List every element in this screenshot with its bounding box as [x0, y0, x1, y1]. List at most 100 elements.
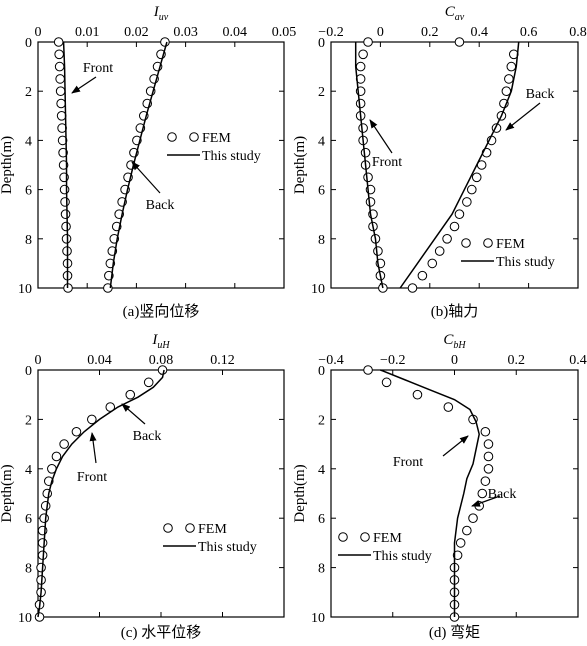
fem-marker [125, 389, 136, 400]
fem-marker [40, 501, 51, 511]
y-tick-label: 6 [318, 512, 325, 527]
y-axis-label: Depth(m) [292, 136, 308, 194]
fem-marker [452, 550, 463, 561]
this-study-line [62, 41, 69, 288]
this-study-line [399, 41, 520, 289]
fem-marker [58, 160, 69, 170]
y-tick-label: 10 [18, 282, 32, 297]
legend-fem-label: FEM [373, 531, 402, 546]
fem-marker [412, 389, 423, 400]
chart-panel-1: 0 0.01 0.02 0.03 0.04 0.05 0 2 4 6 8 10 Iuv Depth(m) (… [0, 4, 296, 320]
fem-marker [407, 283, 418, 293]
fem-marker [455, 538, 466, 548]
y-tick-label: 6 [25, 512, 32, 527]
legend-study-label: This study [373, 549, 432, 564]
this-study-line [354, 42, 384, 289]
chart-panel-4: −0.4 −0.2 0 0.2 0.4 0 2 4 6 8 10 CbH Depth(m) (d) 弯矩 F… [292, 332, 587, 641]
legend-study-label: This study [198, 540, 257, 555]
annotation-front: Front [393, 455, 423, 470]
y-axis-label: Depth(m) [0, 464, 15, 522]
fem-marker [355, 98, 366, 109]
fem-marker [36, 562, 46, 573]
x-axis-label: IuH [151, 332, 170, 351]
y-tick-label: 4 [25, 134, 32, 149]
y-tick-label: 8 [25, 233, 32, 248]
y-tick-label: 4 [318, 463, 325, 478]
annotation-front: Front [83, 61, 113, 76]
x-tick-label: −0.2 [380, 353, 405, 368]
legend-fem-label: FEM [202, 131, 231, 146]
fem-marker [51, 451, 62, 462]
x-tick-label: 0.04 [87, 353, 112, 368]
annotation-front: Front [372, 155, 402, 170]
legend-fem-marker [483, 238, 493, 248]
fem-marker [61, 234, 72, 244]
x-tick-label: 0.04 [223, 25, 248, 40]
y-tick-label: 6 [25, 184, 32, 199]
annotation-arrow [71, 76, 97, 94]
y-tick-label: 4 [318, 134, 325, 149]
annotation-arrow [121, 403, 146, 425]
x-tick-label: 0.12 [210, 353, 235, 368]
annotation-arrow [442, 435, 469, 457]
fem-marker [157, 365, 168, 375]
y-tick-label: 8 [318, 562, 325, 577]
fem-marker [483, 451, 494, 462]
legend-fem-marker [163, 523, 173, 533]
fem-marker [363, 172, 373, 183]
fem-marker [449, 221, 460, 232]
panel-caption: (d) 弯矩 [429, 624, 480, 641]
y-tick-label: 2 [25, 413, 32, 428]
y-tick-label: 0 [318, 36, 325, 51]
legend: FEM This study [338, 531, 432, 564]
x-tick-label: 0.4 [470, 25, 488, 40]
fem-marker [417, 270, 428, 281]
fem-marker [504, 74, 514, 84]
x-tick-label: 0.03 [173, 25, 198, 40]
x-tick-label: 0.02 [124, 25, 149, 40]
fem-marker [471, 172, 482, 183]
legend-study-label: This study [202, 149, 261, 164]
chart-panel-3: 0 0.04 0.08 0.12 0 2 4 6 8 10 IuH Depth(m) (c) 水平位移 B… [0, 332, 285, 641]
fem-marker [56, 98, 66, 109]
fem-marker [358, 49, 368, 60]
panel-caption: (b)轴力 [431, 303, 479, 320]
fem-marker [55, 86, 66, 96]
legend-fem-marker [185, 523, 195, 533]
fem-marker [54, 49, 64, 60]
this-study-line [380, 369, 480, 617]
annotation-arrow [131, 161, 161, 194]
fem-marker [480, 426, 491, 437]
annotation-back: Back [488, 487, 517, 502]
plot-frame [37, 41, 285, 289]
fem-marker [39, 513, 49, 524]
fem-marker [466, 184, 477, 195]
fem-marker [373, 246, 383, 256]
fem-marker [454, 209, 465, 219]
fem-marker [55, 74, 65, 84]
fem-marker [87, 414, 97, 425]
legend-fem-label: FEM [496, 237, 525, 252]
legend-fem-marker [338, 532, 348, 542]
x-axis-label: Iuv [153, 4, 169, 23]
fem-marker [60, 197, 70, 207]
fem-marker [506, 61, 517, 72]
y-tick-label: 0 [25, 364, 32, 379]
fem-marker [434, 246, 445, 256]
fem-marker [363, 365, 373, 375]
plot-frame [330, 41, 579, 289]
y-tick-label: 10 [18, 611, 32, 626]
x-axis-label: CbH [443, 332, 466, 351]
fem-marker [358, 123, 368, 133]
fem-marker [363, 37, 373, 47]
fem-marker [381, 377, 392, 388]
legend: FEM This study [461, 237, 555, 270]
x-tick-label: 0 [377, 25, 384, 40]
fem-marker [454, 37, 465, 47]
fem-marker [56, 111, 67, 121]
fem-marker [468, 513, 478, 524]
y-tick-label: 2 [318, 413, 325, 428]
legend-fem-label: FEM [198, 522, 227, 537]
x-tick-label: 0 [451, 353, 458, 368]
